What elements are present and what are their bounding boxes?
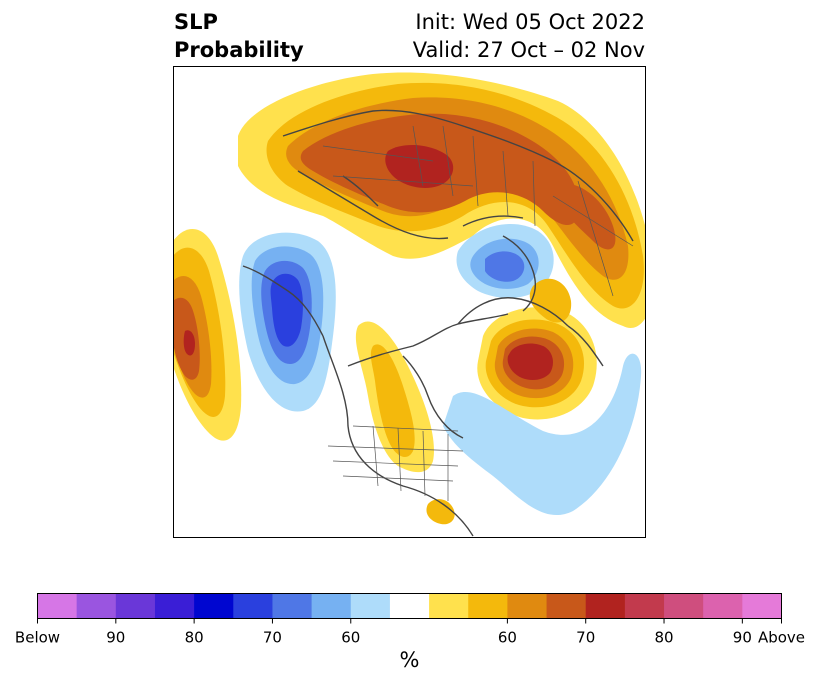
date-info: Init: Wed 05 Oct 2022 Valid: 27 Oct – 02… <box>413 8 645 64</box>
valid-date: Valid: 27 Oct – 02 Nov <box>412 38 645 62</box>
atlantic-low <box>443 353 642 516</box>
colorbar-cell <box>546 593 587 619</box>
pacific-high <box>174 229 242 441</box>
colorbar-tick-label: 70 <box>263 629 282 647</box>
colorbar-cell <box>585 593 626 619</box>
colorbar: Below 90 80 70 60 60 70 80 90 Above <box>15 593 805 647</box>
colorbar-tick-label: 90 <box>733 629 752 647</box>
canada-high <box>355 321 455 525</box>
colorbar-tick-label: 90 <box>106 629 125 647</box>
colorbar-cell <box>350 593 391 619</box>
probability-map <box>173 66 646 538</box>
colorbar-cell <box>742 593 782 619</box>
pacific-low <box>239 232 336 412</box>
colorbar-tick-label: 80 <box>185 629 204 647</box>
colorbar-tick-label: 60 <box>341 629 360 647</box>
colorbar-cell <box>389 593 430 619</box>
colorbar-cell <box>76 593 117 619</box>
colorbar-cells <box>37 593 782 619</box>
colorbar-ticks: Below 90 80 70 60 60 70 80 90 Above <box>15 618 805 647</box>
colorbar-unit-label: % <box>399 648 420 672</box>
europe-high <box>529 278 572 323</box>
coastlines <box>242 109 634 537</box>
colorbar-cell <box>703 593 743 619</box>
colorbar-cell <box>468 593 508 619</box>
init-date: Init: Wed 05 Oct 2022 <box>415 10 645 34</box>
colorbar-cell <box>37 593 78 619</box>
colorbar-cell <box>429 593 469 619</box>
colorbar-cell <box>115 593 156 619</box>
borders <box>322 125 634 501</box>
title-variable: SLP <box>174 10 218 34</box>
colorbar-cell <box>664 593 704 619</box>
colorbar-cell <box>233 593 273 619</box>
colorbar-tick-label: 80 <box>654 629 673 647</box>
colorbar-tick-label: Below <box>15 629 60 647</box>
colorbar-tick-label: Above <box>758 629 805 647</box>
colorbar-cell <box>272 593 313 619</box>
colorbar-cell <box>194 593 234 619</box>
colorbar-cell <box>624 593 665 619</box>
map-title: SLP Probability <box>174 8 304 64</box>
atlantic-high <box>477 307 597 420</box>
siberia-high <box>238 72 645 328</box>
colorbar-cell <box>154 593 195 619</box>
colorbar-frame <box>37 593 782 619</box>
colorbar-tick-label: 70 <box>576 629 595 647</box>
title-subtitle: Probability <box>174 38 304 62</box>
colorbar-cell <box>311 593 352 619</box>
colorbar-cell <box>507 593 548 619</box>
map-frame <box>173 66 646 538</box>
colorbar-tick-label: 60 <box>498 629 517 647</box>
